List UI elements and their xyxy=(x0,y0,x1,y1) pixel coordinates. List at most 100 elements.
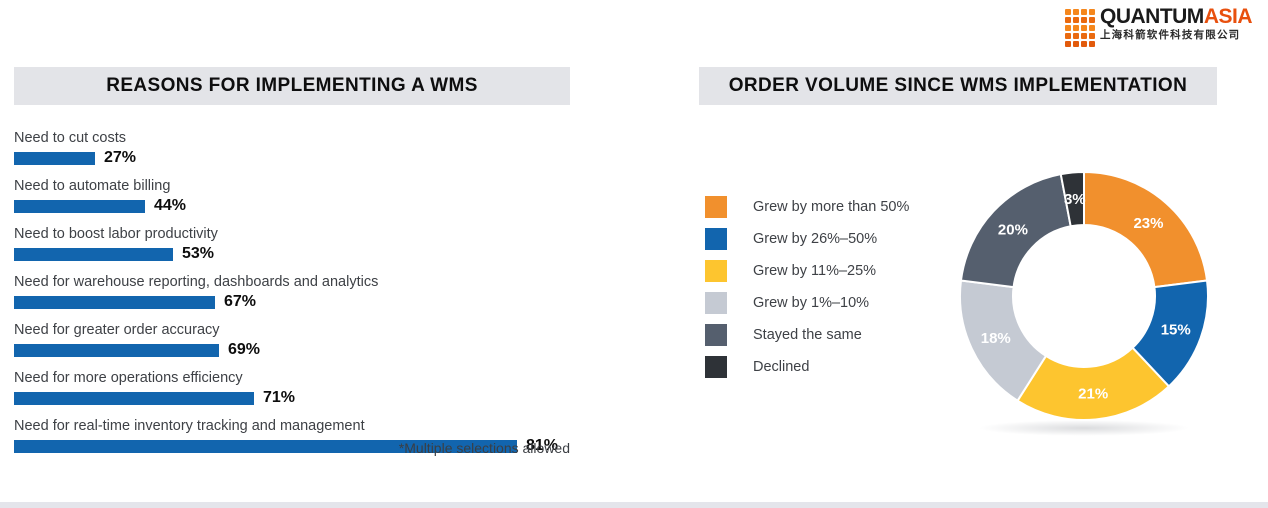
bar-value-label: 44% xyxy=(154,197,187,214)
logo-brand-primary: QUANTUM xyxy=(1099,5,1204,28)
logo-dot xyxy=(1080,25,1087,31)
bar-row: Need to boost labor productivity 53% xyxy=(14,222,570,262)
logo-dot xyxy=(1080,17,1087,23)
donut-slice-value-label: 20% xyxy=(998,222,1028,239)
bar-value-label: 53% xyxy=(182,245,215,262)
bar-category-label: Need for real-time inventory tracking an… xyxy=(14,418,365,434)
logo-dot xyxy=(1064,17,1071,23)
logo-dot xyxy=(1072,9,1079,15)
logo-dot xyxy=(1088,41,1095,47)
bar-category-label: Need for more operations efficiency xyxy=(14,370,243,386)
legend-swatch xyxy=(705,228,727,250)
right-section-header: ORDER VOLUME SINCE WMS IMPLEMENTATION xyxy=(699,67,1217,105)
logo: QUANTUMASIA 上海科箭软件科技有限公司 xyxy=(1064,5,1253,47)
logo-dot xyxy=(1064,9,1071,15)
donut-chart: 23% 15% 21% 18% 20% 3% xyxy=(958,170,1210,422)
legend-item: Declined xyxy=(705,356,909,378)
bar-fill xyxy=(14,343,219,357)
legend-item: Grew by 1%–10% xyxy=(705,292,909,314)
bar-value-label: 27% xyxy=(104,149,137,166)
logo-dot xyxy=(1080,33,1087,39)
bar-row: Need for greater order accuracy 69% xyxy=(14,318,570,358)
logo-dot xyxy=(1088,25,1095,31)
logo-dot xyxy=(1088,17,1095,23)
donut-slice-value-label: 18% xyxy=(981,330,1011,347)
bar-value-label: 81% xyxy=(526,437,559,454)
logo-dot xyxy=(1064,25,1071,31)
legend-item: Stayed the same xyxy=(705,324,909,346)
bar-line: 81% xyxy=(14,438,570,454)
legend-item: Grew by 26%–50% xyxy=(705,228,909,250)
legend-label: Stayed the same xyxy=(753,327,862,343)
bar-category-label: Need to automate billing xyxy=(14,178,171,194)
bar-row: Need to cut costs 27% xyxy=(14,126,570,166)
bottom-divider xyxy=(0,502,1268,508)
donut-slice-value-label: 3% xyxy=(1064,191,1086,208)
bar-fill xyxy=(14,151,95,165)
logo-dot xyxy=(1088,33,1095,39)
bar-chart: Need to cut costs 27% Need to automate bil… xyxy=(14,126,570,462)
legend-item: Grew by 11%–25% xyxy=(705,260,909,282)
bar-row: Need for warehouse reporting, dashboards… xyxy=(14,270,570,310)
logo-brand-accent: ASIA xyxy=(1203,5,1253,28)
logo-dot xyxy=(1072,25,1079,31)
legend-item: Grew by more than 50% xyxy=(705,196,909,218)
bar-category-label: Need for greater order accuracy xyxy=(14,322,220,338)
logo-subtitle: 上海科箭软件科技有限公司 xyxy=(1099,29,1241,41)
bar-row: Need to automate billing 44% xyxy=(14,174,570,214)
bar-line: 69% xyxy=(14,342,570,358)
left-section-header: REASONS FOR IMPLEMENTING A WMS xyxy=(14,67,570,105)
bar-line: 71% xyxy=(14,390,570,406)
logo-dot xyxy=(1088,9,1095,15)
bar-line: 67% xyxy=(14,294,570,310)
legend-label: Grew by 11%–25% xyxy=(753,263,877,279)
donut-slice-value-label: 21% xyxy=(1078,385,1108,402)
right-section-title: ORDER VOLUME SINCE WMS IMPLEMENTATION xyxy=(728,75,1188,96)
donut-slice xyxy=(1059,170,1085,228)
logo-dot xyxy=(1080,9,1087,15)
logo-dot xyxy=(1080,41,1087,47)
legend-swatch xyxy=(705,196,727,218)
legend-label: Grew by more than 50% xyxy=(753,199,910,215)
bar-row: Need for real-time inventory tracking an… xyxy=(14,414,570,454)
legend-label: Grew by 26%–50% xyxy=(753,231,878,247)
logo-dot xyxy=(1072,41,1079,47)
legend-swatch xyxy=(705,260,727,282)
bar-value-label: 69% xyxy=(228,341,261,358)
logo-brand-name: QUANTUMASIA xyxy=(1099,5,1253,28)
bar-fill xyxy=(14,295,215,309)
logo-dot xyxy=(1072,17,1079,23)
bar-fill xyxy=(14,439,517,453)
bar-line: 27% xyxy=(14,150,570,166)
bar-fill xyxy=(14,199,145,213)
legend-label: Declined xyxy=(753,359,810,375)
donut-chart-svg: 23% 15% 21% 18% 20% 3% xyxy=(959,170,1209,421)
bar-fill xyxy=(14,391,254,405)
legend-swatch xyxy=(705,324,727,346)
logo-dot xyxy=(1064,41,1071,47)
legend-label: Grew by 1%–10% xyxy=(753,295,870,311)
donut-slice-value-label: 15% xyxy=(1161,321,1191,338)
bar-category-label: Need for warehouse reporting, dashboards… xyxy=(14,274,379,290)
legend-swatch xyxy=(705,356,727,378)
logo-dot-grid-icon xyxy=(1064,9,1095,47)
logo-wordmark: QUANTUMASIA 上海科箭软件科技有限公司 xyxy=(1099,5,1253,41)
bar-row: Need for more operations efficiency 71% xyxy=(14,366,570,406)
bar-line: 44% xyxy=(14,198,570,214)
bar-chart-footnote: *Multiple selections allowed xyxy=(398,440,570,456)
bar-fill xyxy=(14,247,173,261)
donut-slice xyxy=(1083,170,1209,289)
donut-shadow xyxy=(978,420,1190,436)
logo-dot xyxy=(1072,33,1079,39)
donut-slice-value-label: 23% xyxy=(1133,215,1163,232)
bar-value-label: 71% xyxy=(263,389,296,406)
bar-line: 53% xyxy=(14,246,570,262)
donut-legend: Grew by more than 50% Grew by 26%–50% Grew… xyxy=(705,196,909,388)
logo-dot xyxy=(1064,33,1071,39)
legend-swatch xyxy=(705,292,727,314)
bar-category-label: Need to boost labor productivity xyxy=(14,226,218,242)
bar-value-label: 67% xyxy=(224,293,257,310)
left-section-title: REASONS FOR IMPLEMENTING A WMS xyxy=(106,75,478,96)
bar-category-label: Need to cut costs xyxy=(14,130,127,146)
